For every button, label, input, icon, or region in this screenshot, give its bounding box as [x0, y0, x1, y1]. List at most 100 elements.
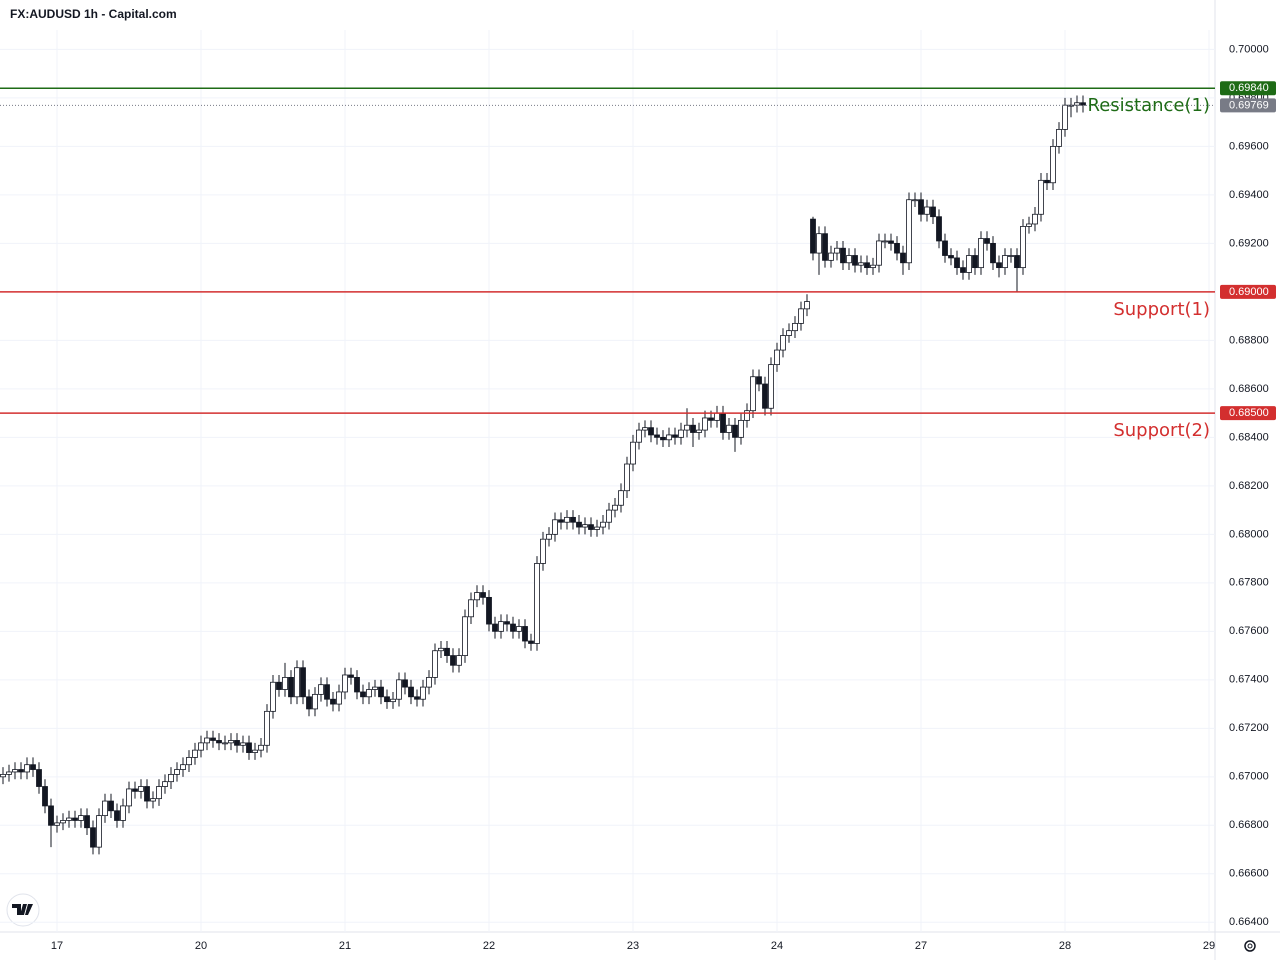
candle-body [516, 626, 522, 632]
candle-body [78, 815, 84, 821]
candle-body [66, 817, 72, 821]
candle-body [816, 233, 822, 254]
candle-body [456, 655, 462, 666]
candle-body [414, 696, 420, 700]
x-tick-label: 21 [339, 940, 351, 952]
candle-body [636, 429, 642, 443]
candle-body [900, 252, 906, 264]
candle-body [162, 781, 168, 787]
candle-body [738, 419, 744, 438]
candle-body [480, 592, 486, 598]
candle-body [18, 769, 24, 773]
level-name: Resistance(1) [1088, 95, 1211, 116]
candle-body [210, 737, 216, 741]
candle-body [246, 742, 252, 753]
candle-body [744, 410, 750, 421]
candle-body [396, 679, 402, 700]
candle-body [768, 364, 774, 409]
candle-body [126, 788, 132, 807]
candle-body [954, 257, 960, 269]
y-tick-label: 0.68800 [1229, 334, 1269, 346]
settings-icon[interactable] [1244, 940, 1256, 952]
y-tick-label: 0.67400 [1229, 674, 1269, 686]
candle-body [444, 647, 450, 656]
y-tick-label: 0.68400 [1229, 431, 1269, 443]
y-tick-label: 0.67800 [1229, 577, 1269, 589]
y-tick-label: 0.67600 [1229, 625, 1269, 637]
candle-body [1014, 255, 1020, 269]
y-tick-label: 0.66400 [1229, 916, 1269, 928]
candle-body [1002, 255, 1008, 269]
candle-body [978, 238, 984, 269]
candle-body [966, 255, 972, 273]
candle-body [672, 434, 678, 438]
candle-body [618, 490, 624, 506]
y-tick-label: 0.70000 [1229, 43, 1269, 55]
y-tick-label: 0.68600 [1229, 383, 1269, 395]
candle-body [1020, 226, 1026, 269]
candle-body [876, 240, 882, 266]
candle-body [84, 815, 90, 829]
candle-body [468, 599, 474, 618]
candle-body [330, 698, 336, 705]
candle-body [198, 742, 204, 751]
candle-body [282, 677, 288, 690]
candle-body [336, 691, 342, 705]
candle-body [222, 742, 228, 745]
candle-body [786, 330, 792, 336]
candle-body [234, 740, 240, 746]
candle-body [660, 436, 666, 441]
candle-body [318, 684, 324, 695]
level-tag [1220, 284, 1276, 299]
level-price: 0.68500 [1229, 407, 1269, 419]
candle-body [828, 252, 834, 261]
y-tick-label: 0.67000 [1229, 771, 1269, 783]
candle-body [558, 519, 564, 523]
y-tick-label: 0.69400 [1229, 189, 1269, 201]
candle-body [990, 242, 996, 264]
candle-body [624, 463, 630, 492]
candle-body [864, 262, 870, 269]
candle-body [492, 623, 498, 632]
candle-body [1044, 179, 1050, 184]
y-tick-label: 0.69200 [1229, 237, 1269, 249]
candle-body [774, 349, 780, 366]
candle-body [12, 769, 18, 773]
candle-body [552, 519, 558, 535]
candle-body [420, 686, 426, 700]
level-name: Support(2) [1113, 420, 1210, 441]
candle-body [612, 504, 618, 511]
candle-body [360, 691, 366, 698]
candle-body [948, 255, 954, 259]
x-tick-label: 20 [195, 940, 207, 952]
candle-body [984, 238, 990, 244]
candle-body [174, 769, 180, 775]
candle-body [846, 255, 852, 264]
candle-body [156, 786, 162, 800]
chart-title: FX:AUDUSD 1h - Capital.com [10, 7, 177, 21]
candle-body [666, 434, 672, 441]
candle-body [708, 417, 714, 421]
candle-body [504, 621, 510, 625]
level-price: 0.69840 [1229, 82, 1269, 94]
tv-logo[interactable] [6, 893, 40, 927]
x-tick-label: 24 [771, 940, 783, 952]
candle-body [0, 773, 6, 778]
candle-body [96, 815, 102, 848]
candle-body [150, 798, 156, 802]
candle-body [270, 681, 276, 712]
candle-body [732, 424, 738, 438]
candle-body [996, 262, 1002, 269]
candle-body [372, 686, 378, 690]
candle-body [936, 216, 942, 242]
x-tick-label: 23 [627, 940, 639, 952]
candle-body [588, 524, 594, 530]
y-tick-label: 0.68200 [1229, 480, 1269, 492]
candle-body [1008, 255, 1014, 257]
candle-body [288, 677, 294, 698]
candle-body [60, 820, 66, 824]
candle-body [564, 516, 570, 523]
candle-body [654, 434, 660, 438]
candle-body [756, 376, 762, 385]
